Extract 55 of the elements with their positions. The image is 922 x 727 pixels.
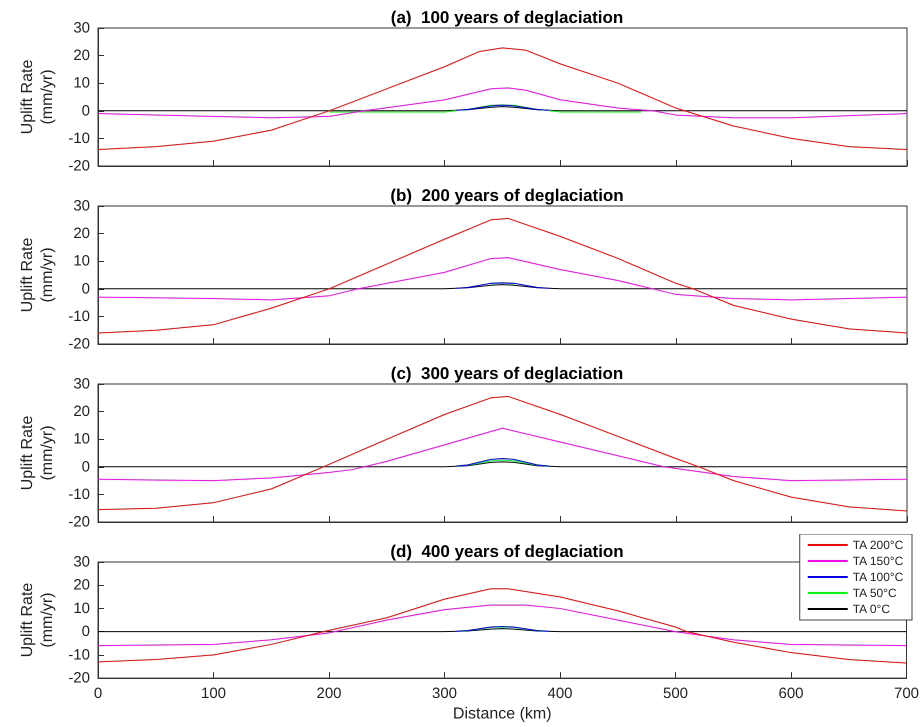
x-tick-label: 200 <box>316 685 342 702</box>
legend-label: TA 50°C <box>852 586 897 600</box>
y-tick-label: -20 <box>68 158 90 174</box>
y-tick-label: 30 <box>73 376 90 392</box>
y-tick-label: 10 <box>73 600 90 617</box>
y-tick-label: 0 <box>82 280 90 298</box>
y-tick-label: 20 <box>73 225 90 242</box>
legend-label: TA 100°C <box>852 570 904 584</box>
legend-label: TA 150°C <box>852 554 904 568</box>
x-tick-label: 0 <box>94 685 102 702</box>
y-tick-label: -10 <box>68 130 90 147</box>
y-tick-label: 30 <box>73 198 90 214</box>
line-series <box>98 87 908 118</box>
y-tick-label: -20 <box>68 514 90 530</box>
line-series <box>98 47 908 150</box>
line-series <box>98 396 908 512</box>
legend-label: TA 0°C <box>852 602 890 616</box>
y-tick-label: -20 <box>68 336 90 352</box>
y-tick-label: 10 <box>73 74 90 92</box>
line-series <box>98 218 908 334</box>
x-tick-label: 700 <box>894 685 919 702</box>
y-tick-label: 20 <box>73 47 90 64</box>
chart-title: (c) 300 years of deglaciation <box>390 364 624 383</box>
x-axis-title: Distance (km) <box>452 706 552 722</box>
x-tick-label: 300 <box>432 685 458 702</box>
y-tick-label: 0 <box>82 623 90 640</box>
y-tick-label: 10 <box>73 430 90 448</box>
y-axis-title: Uplift Rate (mm/yr) <box>18 238 56 312</box>
chart-title: (a) 100 years of deglaciation <box>390 8 624 27</box>
y-tick-label: -10 <box>68 486 90 503</box>
line-series <box>98 428 908 482</box>
y-axis-title: Uplift Rate (mm/yr) <box>18 60 56 134</box>
chart-title: (d) 400 years of deglaciation <box>390 542 624 561</box>
y-tick-label: 10 <box>73 252 90 270</box>
line-series <box>328 104 642 112</box>
y-axis-title: Uplift Rate (mm/yr) <box>18 416 56 490</box>
x-tick-label: 500 <box>662 685 688 702</box>
y-tick-label: 20 <box>73 403 90 420</box>
line-series <box>98 604 907 646</box>
y-tick-label: -10 <box>68 308 90 325</box>
line-series <box>98 588 907 664</box>
y-tick-label: 0 <box>82 458 90 476</box>
y-tick-label: 30 <box>73 554 90 570</box>
y-tick-label: -20 <box>68 670 90 687</box>
x-tick-label: 400 <box>547 685 573 702</box>
y-tick-label: -10 <box>68 646 90 664</box>
y-tick-label: 0 <box>82 102 90 120</box>
y-tick-label: 20 <box>73 576 90 594</box>
chart-title: (b) 200 years of deglaciation <box>390 186 624 205</box>
y-axis-title: Uplift Rate (mm/yr) <box>18 582 56 658</box>
x-tick-label: 600 <box>778 685 804 702</box>
line-series <box>98 257 908 300</box>
legend-label: TA 200°C <box>852 538 904 552</box>
x-tick-label: 100 <box>200 685 226 702</box>
y-tick-label: 30 <box>73 20 90 36</box>
